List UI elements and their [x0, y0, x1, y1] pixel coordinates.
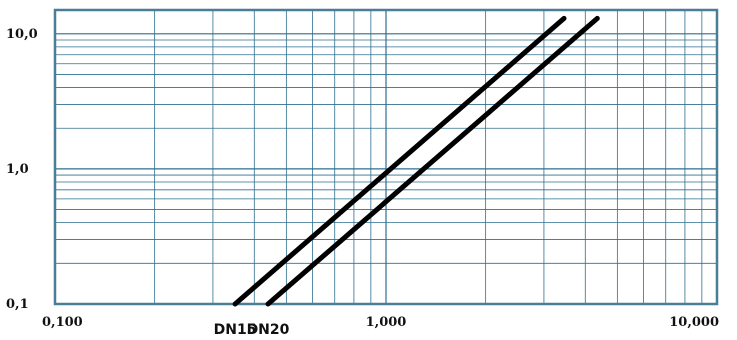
series-line-dn15	[232, 15, 567, 307]
series-line-dn20	[265, 15, 600, 307]
y-tick-label: 10,0	[6, 27, 38, 42]
series-group	[232, 15, 600, 307]
grid	[55, 10, 717, 304]
x-tick-label: 1,000	[366, 315, 407, 330]
x-tick-label: 10,000	[669, 315, 719, 330]
plot-frame	[53, 8, 719, 306]
tick-labels: 0,100 1,000 10,000 0,1 1,0 10,0	[6, 27, 719, 330]
y-tick-label: 1,0	[6, 162, 29, 177]
series-label-dn20: DN20	[247, 322, 290, 338]
series-label-dn15: DN15	[214, 322, 257, 338]
y-tick-label: 0,1	[6, 297, 29, 312]
x-tick-label: 0,100	[42, 315, 83, 330]
